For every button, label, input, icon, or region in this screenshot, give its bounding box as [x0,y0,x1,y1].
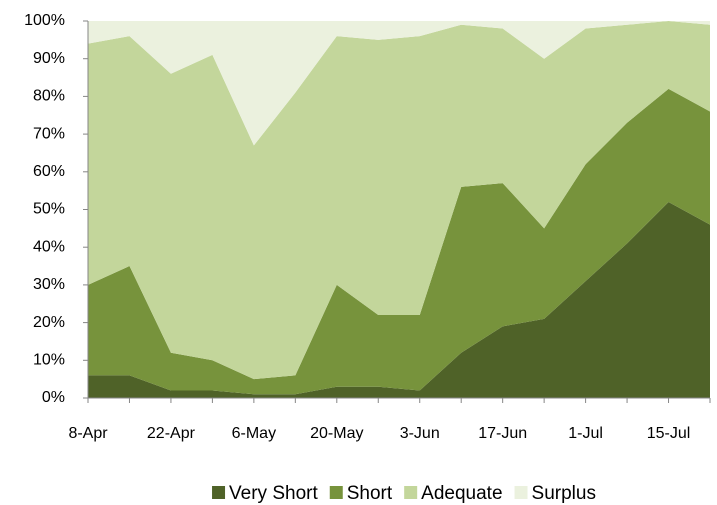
y-tick-label: 100% [24,12,65,29]
legend-swatch [514,486,528,499]
area [88,21,710,380]
y-tick-label: 30% [33,276,65,293]
x-tick-label: 22-Apr [147,425,196,442]
y-tick-label: 20% [33,314,65,331]
x-tick-label: 6-May [232,425,276,442]
y-tick-label: 80% [33,88,65,105]
y-tick-label: 70% [33,125,65,142]
legend-swatch [329,486,343,499]
legend-label: Very Short [229,483,318,504]
legend-swatch [404,486,418,499]
y-tick-label: 60% [33,163,65,180]
area [88,88,710,395]
x-tick-label: 8-Apr [68,425,108,442]
y-tick-label: 0% [42,389,65,406]
x-tick-label: 20-May [310,425,363,442]
x-tick-label: 15-Jul [647,425,691,442]
y-tick-label: 40% [33,238,65,255]
area [88,21,710,146]
legend-swatch [212,486,226,499]
x-tick-label: 17-Jun [478,425,527,442]
y-tick-label: 10% [33,352,65,369]
x-tick-label: 3-Jun [400,425,440,442]
y-tick-label: 50% [33,201,65,218]
x-tick-label: 1-Jul [568,425,603,442]
y-tick-label: 90% [33,50,65,67]
area [88,201,710,398]
legend-label: Surplus [532,483,596,504]
legend-label: Adequate [421,483,502,504]
legend-label: Short [347,483,393,504]
